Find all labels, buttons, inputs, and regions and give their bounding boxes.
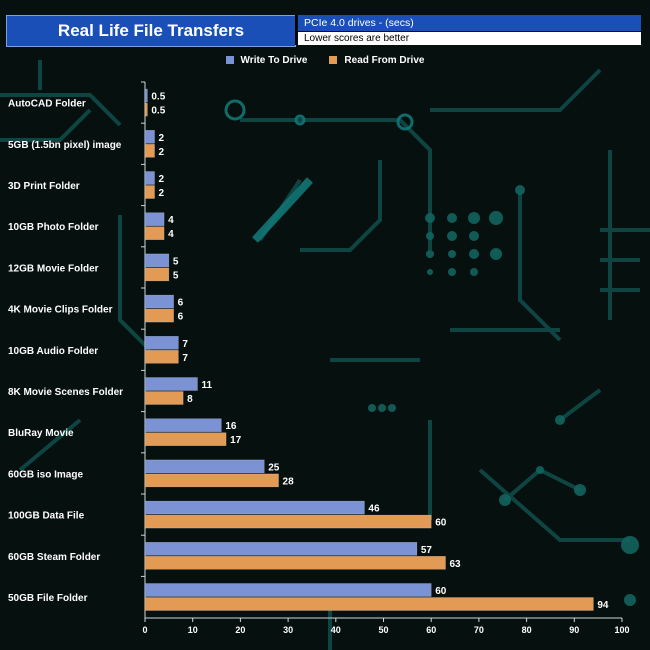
value-label-read: 8: [187, 394, 193, 405]
legend-swatch-read: [329, 56, 338, 64]
category-label: 60GB Steam Folder: [8, 552, 100, 563]
category-label: 10GB Photo Folder: [8, 222, 99, 233]
legend-item-write: Write To Drive: [225, 53, 308, 67]
x-tick-label: 30: [283, 625, 293, 635]
value-label-write: 6: [178, 298, 184, 309]
value-label-read: 4: [168, 229, 174, 240]
value-label-write: 60: [435, 586, 447, 597]
value-label-write: 2: [159, 174, 165, 185]
bar-write: [144, 418, 222, 432]
category-label: AutoCAD Folder: [8, 99, 86, 110]
bar-read: [144, 144, 155, 158]
value-label-write: 25: [268, 462, 280, 473]
bar-read: [144, 350, 179, 364]
value-label-read: 5: [173, 270, 179, 281]
x-tick-label: 10: [188, 625, 198, 635]
bar-read: [144, 185, 155, 199]
category-label: 12GB Movie Folder: [8, 263, 99, 274]
x-tick-label: 50: [378, 625, 388, 635]
bar-write: [144, 130, 155, 144]
x-tick-label: 40: [331, 625, 341, 635]
bar-read: [144, 226, 165, 240]
value-label-write: 2: [159, 133, 165, 144]
bar-read: [144, 473, 279, 488]
bar-write: [144, 212, 165, 226]
category-label: 3D Print Folder: [8, 181, 80, 192]
category-label: BluRay Movie: [8, 428, 74, 439]
value-label-read: 0.5: [151, 106, 165, 117]
value-label-write: 7: [182, 339, 188, 350]
legend-label-write: Write To Drive: [240, 54, 308, 66]
x-tick-label: 0: [142, 625, 147, 635]
category-label: 10GB Audio Folder: [8, 346, 98, 357]
x-tick-label: 60: [426, 625, 436, 635]
x-tick-label: 100: [614, 625, 629, 635]
chart-title: Real Life File Transfers: [6, 15, 296, 47]
value-label-read: 7: [182, 353, 188, 364]
category-label: 60GB iso Image: [8, 469, 83, 480]
bar-write: [144, 377, 198, 391]
bar-read: [144, 102, 148, 117]
value-label-write: 57: [421, 545, 433, 556]
bar-write: [144, 542, 418, 556]
bar-write: [144, 171, 155, 185]
legend-label-read: Read From Drive: [344, 54, 425, 66]
value-label-write: 46: [368, 504, 380, 515]
bar-read: [144, 514, 432, 529]
chart-subtitle: PCIe 4.0 drives - (secs): [298, 15, 641, 31]
bar-write: [144, 88, 148, 103]
bar-read: [144, 308, 174, 323]
bar-write: [144, 336, 179, 350]
x-tick-label: 80: [522, 625, 532, 635]
value-label-write: 11: [201, 380, 212, 391]
bar-read: [144, 432, 227, 446]
category-label: 4K Movie Clips Folder: [8, 305, 113, 316]
value-label-write: 16: [225, 421, 237, 432]
value-label-write: 4: [168, 215, 174, 226]
bar-write: [144, 583, 432, 597]
x-tick-label: 20: [235, 625, 245, 635]
value-label-write: 5: [173, 256, 179, 267]
bar-read: [144, 267, 170, 282]
value-label-write: 0.5: [151, 92, 165, 103]
legend-swatch-write: [225, 56, 234, 64]
x-tick-label: 70: [474, 625, 484, 635]
value-label-read: 94: [597, 600, 609, 611]
value-label-read: 60: [435, 518, 447, 529]
value-label-read: 63: [450, 559, 462, 570]
value-label-read: 6: [178, 312, 184, 323]
header-divider: [295, 15, 297, 45]
bar-write: [144, 459, 265, 474]
value-label-read: 17: [230, 435, 242, 446]
chart-note: Lower scores are better: [298, 32, 641, 45]
bar-read: [144, 391, 184, 405]
legend-item-read: Read From Drive: [329, 53, 424, 67]
category-label: 8K Movie Scenes Folder: [8, 387, 123, 398]
value-label-read: 2: [159, 188, 165, 199]
bar-write: [144, 294, 174, 309]
category-label: 5GB (1.5bn pixel) image: [8, 140, 122, 151]
bar-write: [144, 253, 170, 268]
value-label-read: 28: [283, 476, 295, 487]
legend: Write To Drive Read From Drive: [0, 53, 650, 67]
bar-read: [144, 597, 594, 611]
bar-write: [144, 500, 365, 515]
x-tick-label: 90: [569, 625, 579, 635]
category-label: 50GB File Folder: [8, 593, 88, 604]
value-label-read: 2: [159, 147, 165, 158]
bar-read: [144, 556, 446, 570]
category-label: 100GB Data File: [8, 511, 85, 522]
